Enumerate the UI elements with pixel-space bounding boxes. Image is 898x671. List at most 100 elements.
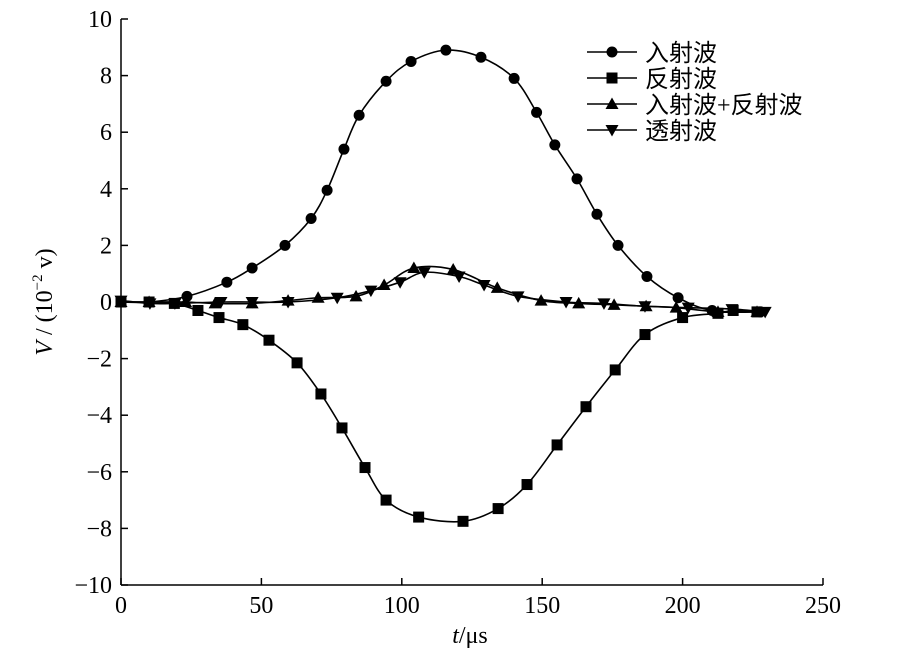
square-marker — [315, 388, 327, 400]
circle-marker — [405, 55, 417, 67]
triangle-down-marker — [477, 280, 491, 292]
y-tick-label: 4 — [100, 177, 112, 203]
circle-marker — [591, 208, 603, 220]
axes: 0 50 100 150 200 250 10 8 6 4 2 0 −2 −4 −6 −8 −10 — [74, 7, 841, 619]
circle-marker — [338, 143, 350, 155]
triangle-down-marker — [597, 298, 611, 310]
series-3 — [114, 267, 772, 319]
triangle-down-marker — [245, 297, 259, 309]
square-marker — [359, 462, 371, 474]
triangle-down-marker — [281, 297, 295, 309]
square-marker — [580, 401, 592, 413]
x-tick-label: 0 — [115, 593, 127, 619]
x-tick-label: 150 — [524, 593, 560, 619]
square-marker — [609, 364, 621, 376]
legend-item: 入射波+反射波 — [587, 92, 803, 119]
series-1 — [115, 296, 763, 527]
triangle-down-marker — [417, 267, 431, 279]
triangle-down-marker — [559, 297, 573, 309]
square-marker — [263, 334, 275, 346]
triangle-down-marker — [114, 295, 128, 308]
legend-label: 入射波 — [645, 40, 717, 67]
square-marker — [551, 439, 563, 451]
series-2 — [114, 261, 764, 317]
circle-marker — [672, 292, 684, 304]
series-layer — [114, 44, 772, 527]
triangle-down-marker — [638, 301, 652, 313]
square-marker — [492, 503, 504, 515]
circle-marker — [641, 271, 653, 283]
circle-marker — [612, 239, 624, 251]
legend-label: 透射波 — [645, 118, 717, 145]
square-marker — [413, 511, 425, 523]
triangle-up-marker — [349, 289, 363, 302]
square-marker — [291, 357, 303, 369]
square-marker — [639, 329, 651, 341]
square-marker — [336, 422, 348, 434]
triangle-down-marker — [330, 292, 344, 305]
circle-marker — [508, 72, 520, 84]
square-marker — [192, 304, 204, 316]
square-marker — [213, 312, 225, 324]
triangle-down-marker — [143, 298, 157, 310]
triangle-down-marker — [725, 304, 739, 316]
series-0 — [115, 44, 766, 318]
circle-marker — [279, 239, 291, 251]
triangle-down-marker — [393, 277, 407, 289]
y-axis-label: V / (10−2 v) — [30, 248, 58, 355]
circle-marker — [221, 276, 233, 288]
circle-marker — [606, 46, 618, 58]
triangle-up-marker — [490, 281, 504, 293]
x-tick-label: 50 — [249, 593, 273, 619]
circle-marker — [353, 109, 365, 121]
y-tick-label: −4 — [86, 403, 112, 429]
y-tick-label: 10 — [88, 7, 112, 33]
y-tick-label: −6 — [86, 460, 112, 486]
square-marker — [457, 515, 469, 527]
x-axis-label-var: t — [452, 623, 460, 649]
triangle-down-marker — [452, 271, 466, 284]
square-marker — [677, 312, 689, 324]
y-tick-label: −10 — [74, 573, 112, 599]
triangle-down-marker — [681, 302, 695, 315]
x-axis-label: t/μs — [452, 623, 488, 649]
square-marker — [606, 72, 618, 84]
square-marker — [521, 479, 533, 491]
circle-marker — [549, 139, 561, 151]
x-tick-label: 250 — [805, 593, 841, 619]
circle-marker — [380, 75, 392, 87]
y-tick-label: 6 — [100, 120, 112, 146]
triangle-up-marker — [711, 305, 725, 317]
triangle-down-marker — [605, 125, 619, 137]
circle-marker — [475, 51, 487, 63]
legend-item: 反射波 — [587, 66, 717, 93]
circle-marker — [305, 213, 317, 225]
x-axis-label-unit: /μs — [459, 623, 488, 649]
y-tick-label: 2 — [100, 233, 112, 259]
square-marker — [237, 319, 249, 331]
legend-label: 反射波 — [645, 66, 717, 93]
circle-marker — [440, 44, 452, 56]
y-tick-label: 0 — [100, 290, 112, 316]
triangle-down-marker — [758, 306, 772, 319]
triangle-up-marker — [179, 295, 193, 307]
legend-item: 入射波 — [587, 40, 717, 67]
y-tick-label: −8 — [86, 516, 112, 542]
x-tick-label: 100 — [384, 593, 420, 619]
triangle-down-marker — [511, 291, 525, 303]
circle-marker — [571, 173, 583, 185]
triangle-up-marker — [605, 97, 619, 109]
series-line — [120, 301, 758, 523]
legend-label: 入射波+反射波 — [645, 92, 803, 119]
triangle-down-marker — [364, 285, 378, 298]
circle-marker — [321, 184, 333, 196]
circle-marker — [531, 106, 543, 118]
triangle-down-marker — [168, 298, 182, 310]
x-tick-label: 200 — [665, 593, 701, 619]
y-tick-label: −2 — [86, 347, 112, 373]
square-marker — [380, 494, 392, 506]
triangle-up-marker — [377, 278, 391, 291]
triangle-up-marker — [407, 261, 421, 274]
